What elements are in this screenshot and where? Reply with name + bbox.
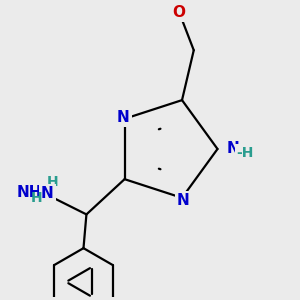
Text: N: N	[177, 193, 190, 208]
Text: H: H	[47, 175, 58, 189]
Text: -H: -H	[237, 146, 254, 160]
Text: NH: NH	[17, 185, 42, 200]
Text: N: N	[226, 142, 239, 157]
Text: NH: NH	[17, 185, 42, 200]
Text: H: H	[31, 191, 42, 205]
Text: N: N	[41, 186, 53, 201]
Text: N: N	[117, 110, 130, 125]
Text: O: O	[172, 4, 186, 20]
